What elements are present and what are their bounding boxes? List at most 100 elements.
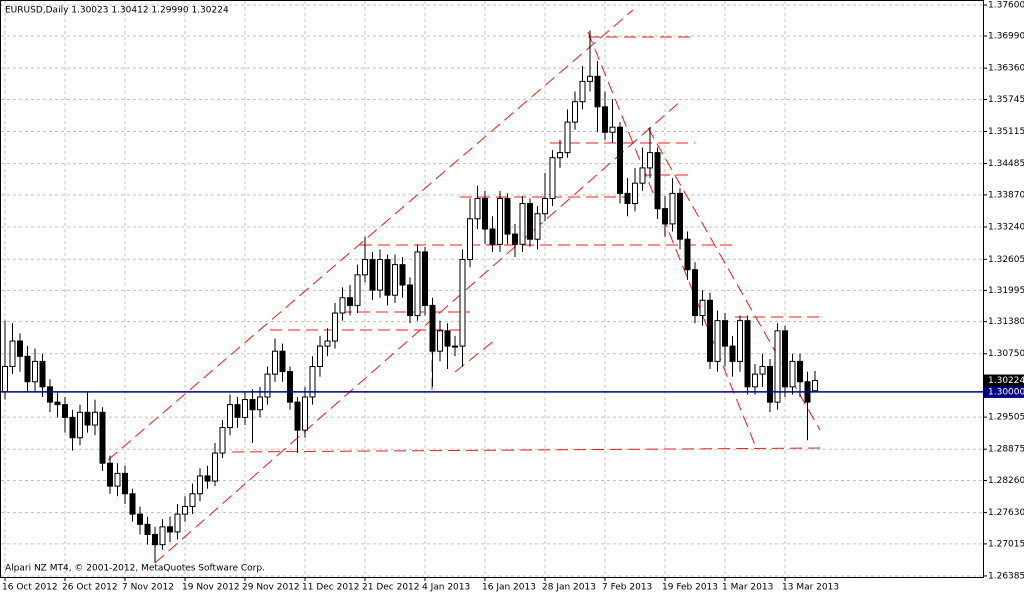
candle-body: [482, 197, 488, 230]
candle-body: [744, 320, 751, 388]
candle-body: [272, 350, 278, 375]
candle-body: [527, 203, 533, 240]
y-tick-label: 1.31995: [988, 286, 1024, 296]
candle-body: [654, 152, 661, 210]
candle-body: [662, 208, 668, 225]
x-tick-label: 7 Nov 2012: [122, 583, 174, 593]
candle-body: [474, 197, 481, 220]
candle-body: [707, 299, 713, 362]
candle-body: [759, 365, 766, 375]
candle-body: [557, 152, 563, 159]
candle-body: [339, 297, 346, 314]
candle-body: [797, 360, 803, 383]
candle-body: [137, 513, 143, 525]
candle-body: [587, 75, 593, 82]
candle-body: [399, 264, 406, 286]
candle-body: [489, 228, 496, 245]
x-tick-label: 28 Jan 2013: [542, 583, 596, 593]
candle-body: [429, 304, 436, 352]
candle-body: [287, 371, 293, 403]
candle-body: [92, 411, 98, 426]
candle-body: [669, 192, 676, 225]
candle-body: [737, 320, 743, 362]
trend-line: [454, 339, 496, 373]
candle-body: [572, 101, 578, 123]
candle-body: [174, 513, 181, 533]
candle-body: [129, 493, 136, 515]
grid: [1, 1, 983, 577]
candle-body: [632, 182, 638, 205]
candle-body: [152, 533, 158, 546]
x-tick-label: 16 Oct 2012: [2, 583, 58, 593]
candle-body: [264, 373, 271, 398]
candle-body: [452, 345, 458, 348]
candle-body: [789, 360, 796, 388]
candles: [2, 30, 818, 563]
y-tick-label: 1.36360: [988, 64, 1024, 74]
candle-body: [9, 340, 16, 367]
x-tick-label: 11 Dec 2012: [302, 583, 360, 593]
candle-body: [182, 505, 188, 515]
candle-body: [534, 213, 541, 240]
plot-frame: [0, 0, 984, 578]
y-tick-label: 1.29505: [988, 413, 1024, 423]
candle-body: [332, 312, 338, 342]
candle-body: [594, 75, 601, 108]
candle-body: [564, 121, 571, 154]
candle-body: [219, 427, 226, 454]
candle-body: [279, 350, 286, 373]
y-tick-label: 1.34485: [988, 159, 1024, 169]
candle-body: [504, 197, 511, 235]
y-tick-label: 1.37600: [988, 0, 1024, 10]
candle-body: [774, 330, 781, 403]
y-tick-label: 1.35745: [988, 95, 1024, 105]
x-tick-label: 19 Feb 2013: [662, 583, 718, 593]
candle-body: [99, 411, 106, 464]
candle-body: [249, 399, 256, 411]
candle-body: [324, 340, 331, 347]
candle-body: [752, 373, 758, 388]
y-tick-label: 1.26385: [988, 571, 1024, 581]
candle-body: [189, 493, 196, 507]
candle-body: [122, 472, 128, 495]
trend-line: [231, 447, 821, 453]
chart-title: EURUSD,Daily 1.30023 1.30412 1.29990 1.3…: [5, 6, 229, 16]
candle-body: [317, 345, 323, 367]
candle-body: [114, 472, 121, 487]
candle-body: [17, 340, 23, 357]
x-tick-label: 16 Jan 2013: [482, 583, 536, 593]
candle-body: [84, 411, 91, 426]
candle-body: [362, 259, 368, 276]
candle-body: [144, 523, 151, 535]
candle-body: [384, 259, 391, 296]
y-tick-label: 1.30750: [988, 349, 1024, 359]
candle-body: [684, 238, 691, 271]
candle-body: [549, 157, 556, 199]
candle-body: [369, 259, 376, 291]
candle-body: [444, 330, 451, 347]
y-tick-label: 1.27015: [988, 539, 1024, 549]
candle-body: [729, 345, 736, 362]
x-tick-label: 26 Oct 2012: [62, 583, 118, 593]
candle-body: [69, 416, 76, 439]
trend-line: [587, 31, 756, 446]
candle-body: [542, 197, 548, 215]
x-tick-label: 7 Feb 2013: [602, 583, 652, 593]
y-tick-label: 1.28260: [988, 476, 1024, 486]
candle-body: [32, 360, 38, 383]
candle-body: [467, 218, 473, 261]
y-tick-label: 1.28875: [988, 445, 1024, 455]
x-tick-label: 1 Mar 2013: [722, 583, 773, 593]
candle-body: [347, 297, 353, 306]
candle-body: [204, 475, 211, 482]
candle-body: [302, 396, 308, 431]
candle-body: [519, 203, 526, 245]
candle-body: [617, 126, 623, 194]
candle-body: [609, 126, 616, 133]
level-label: 1.30000: [988, 387, 1024, 397]
level-tag: [984, 385, 1024, 398]
x-tick-label: 4 Jan 2013: [422, 583, 470, 593]
candle-body: [497, 197, 503, 245]
candle-body: [159, 526, 166, 546]
